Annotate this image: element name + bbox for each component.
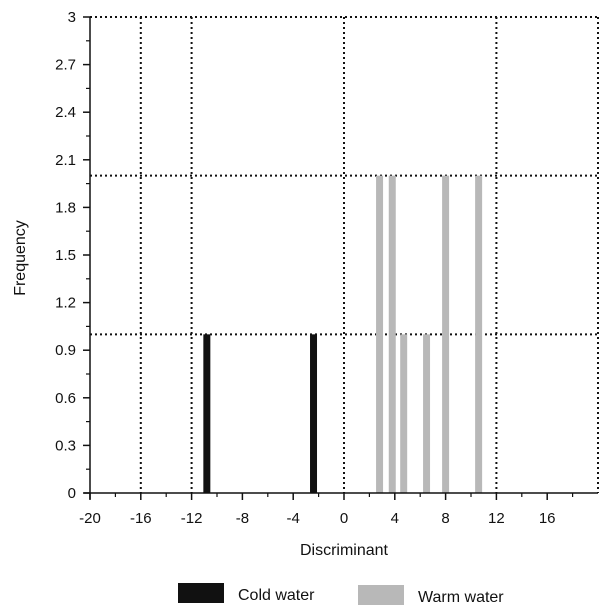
x-tick-label: 12 (488, 510, 505, 527)
bar-cold-water (203, 334, 211, 493)
bar-warm-water (475, 175, 483, 493)
legend-label-warm-water: Warm water (418, 589, 504, 606)
bar-cold-water (310, 334, 318, 493)
x-tick-label: -4 (287, 510, 300, 527)
y-tick-label: 2.4 (55, 104, 76, 121)
y-tick-label: 1.8 (55, 199, 76, 216)
legend-label-cold-water: Cold water (238, 587, 315, 604)
bar-warm-water (423, 334, 431, 493)
bar-warm-water (388, 175, 396, 493)
y-tick-label: 2.7 (55, 57, 76, 74)
x-tick-label: 0 (340, 510, 348, 527)
x-tick-label: -8 (236, 510, 249, 527)
x-axis-title: Discriminant (300, 542, 389, 559)
y-tick-label: 1.2 (55, 295, 76, 312)
x-tick-labels: -20 -16 -12 -8 -4 0 4 8 12 16 (79, 510, 555, 527)
x-tick-label: -16 (130, 510, 152, 527)
legend: Cold water Warm water (178, 583, 504, 606)
y-tick-label: 3 (68, 9, 76, 26)
x-tick-label: -12 (181, 510, 203, 527)
x-tick-label: 8 (441, 510, 449, 527)
bar-warm-water (400, 334, 408, 493)
y-tick-label: 1.5 (55, 247, 76, 264)
bars (203, 175, 483, 493)
x-tick-label: 4 (391, 510, 399, 527)
bar-warm-water (442, 175, 450, 493)
y-tick-labels: 0 0.3 0.6 0.9 1.2 1.5 1.8 2.1 2.4 2.7 3 (55, 9, 76, 502)
x-tick-label: 16 (539, 510, 556, 527)
y-tick-label: 0.6 (55, 390, 76, 407)
axes (83, 16, 598, 500)
y-axis-title: Frequency (12, 220, 29, 296)
y-tick-label: 0.3 (55, 437, 76, 454)
x-tick-label: -20 (79, 510, 101, 527)
legend-swatch-cold-water (178, 583, 224, 603)
dotted-grid (90, 16, 599, 493)
y-tick-label: 0 (68, 485, 76, 502)
legend-swatch-warm-water (358, 585, 404, 605)
bar-warm-water (376, 175, 384, 493)
y-tick-label: 0.9 (55, 342, 76, 359)
y-tick-label: 2.1 (55, 152, 76, 169)
